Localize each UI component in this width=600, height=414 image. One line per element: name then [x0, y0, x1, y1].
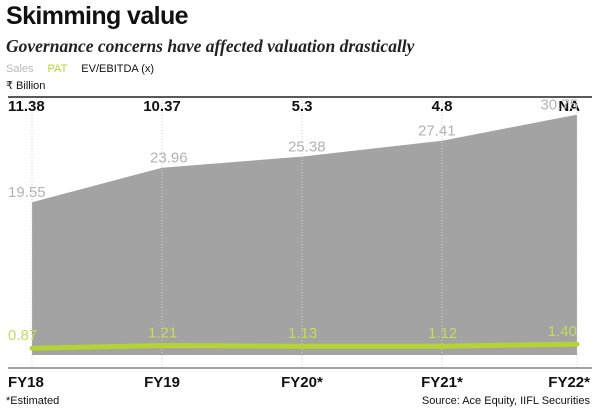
sales-area — [32, 114, 577, 355]
sales-label-4: 30.75 — [540, 97, 578, 114]
pat-label-1: 1.21 — [148, 325, 177, 342]
category-label-0: FY18 — [8, 374, 44, 391]
ev-ebitda-label-4: NA — [558, 98, 580, 115]
category-label-4: FY22* — [548, 374, 590, 391]
pat-label-4: 1.40 — [548, 323, 577, 340]
pat-label-2: 1.13 — [288, 325, 317, 342]
category-label-2: FY20* — [281, 374, 323, 391]
pat-label-0: 0.87 — [8, 327, 37, 344]
legend-ev-ebitda: EV/EBITDA (x) — [81, 63, 155, 75]
sales-label-1: 23.96 — [150, 150, 188, 167]
ev-ebitda-label-2: 5.3 — [292, 98, 313, 115]
unit-label: ₹ Billion — [6, 80, 46, 92]
source-note: Source: Ace Equity, IIFL Securities — [421, 395, 590, 407]
chart-subtitle: Governance concerns have affected valuat… — [6, 36, 415, 56]
category-label-1: FY19 — [144, 374, 180, 391]
pat-line — [29, 341, 580, 351]
legend-pat: PAT — [47, 63, 68, 75]
sales-label-0: 19.55 — [8, 184, 46, 201]
ev-ebitda-label-1: 10.37 — [143, 98, 181, 115]
ev-ebitda-label-3: 4.8 — [432, 98, 453, 115]
footnote: *Estimated — [6, 395, 60, 407]
sales-label-2: 25.38 — [288, 139, 326, 156]
pat-label-3: 1.12 — [428, 325, 457, 342]
category-label-3: FY21* — [421, 374, 463, 391]
legend: Sales PAT EV/EBITDA (x) — [6, 63, 154, 75]
sales-label-3: 27.41 — [418, 123, 456, 140]
legend-sales: Sales — [6, 63, 34, 75]
ev-ebitda-label-0: 11.38 — [8, 98, 45, 115]
chart-title: Skimming value — [6, 2, 189, 30]
